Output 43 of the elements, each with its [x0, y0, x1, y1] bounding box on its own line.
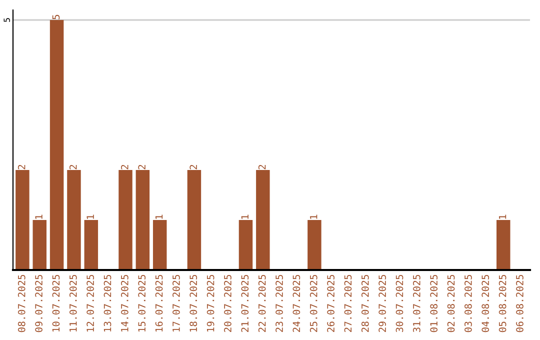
x-tick-label: 05.08.2025 [498, 274, 506, 332]
x-tick-label: 08.07.2025 [18, 274, 26, 332]
x-tick-label: 19.07.2025 [206, 274, 214, 332]
data-label: 1 [499, 214, 506, 219]
x-tick-label: 17.07.2025 [172, 274, 180, 332]
x-tick-label: 01.08.2025 [430, 274, 438, 332]
data-label: 1 [86, 214, 94, 219]
x-tick-label: 29.07.2025 [378, 274, 386, 332]
x-tick-label: 10.07.2025 [52, 274, 60, 332]
x-tick-label: 15.07.2025 [138, 274, 146, 332]
x-tick-label: 23.07.2025 [276, 274, 283, 332]
x-tick-label: 18.07.2025 [190, 274, 198, 332]
data-label: 1 [241, 214, 248, 219]
data-label: 5 [52, 14, 60, 20]
data-label: 2 [18, 164, 26, 170]
data-label: 2 [120, 164, 128, 170]
x-tick-label: 21.07.2025 [241, 274, 249, 332]
x-tick-label: 24.07.2025 [292, 274, 300, 332]
x-tick-label: 30.07.2025 [396, 274, 404, 332]
x-tick-label: 12.07.2025 [86, 274, 94, 332]
data-label: 2 [190, 164, 197, 170]
data-label: 1 [310, 214, 318, 219]
x-tick-label: 28.07.2025 [361, 274, 369, 332]
x-tick-label: 13.07.2025 [104, 274, 112, 332]
x-tick-label: 04.08.2025 [482, 274, 490, 332]
x-tick-label: 22.07.2025 [258, 274, 266, 332]
data-label: 1 [35, 214, 42, 219]
x-tick-label: 26.07.2025 [327, 274, 334, 332]
x-tick-label: 11.07.2025 [69, 274, 77, 332]
x-tick-label: 25.07.2025 [310, 274, 318, 332]
x-tick-label: 02.08.2025 [447, 274, 455, 332]
data-label: 2 [69, 164, 77, 170]
x-tick-label: 14.07.2025 [120, 274, 128, 332]
x-tick-label: 20.07.2025 [224, 274, 232, 332]
data-label: 1 [155, 214, 163, 219]
x-tick-label: 16.07.2025 [155, 274, 163, 332]
x-tick-label: 03.08.2025 [464, 274, 472, 332]
x-tick-label: 31.07.2025 [412, 274, 420, 332]
x-tick-label: 09.07.2025 [35, 274, 42, 332]
x-tick-label: 06.08.2025 [516, 274, 524, 332]
x-tick-label: 27.07.2025 [344, 274, 352, 332]
data-label: 2 [138, 164, 146, 170]
data-label: 2 [258, 164, 266, 170]
